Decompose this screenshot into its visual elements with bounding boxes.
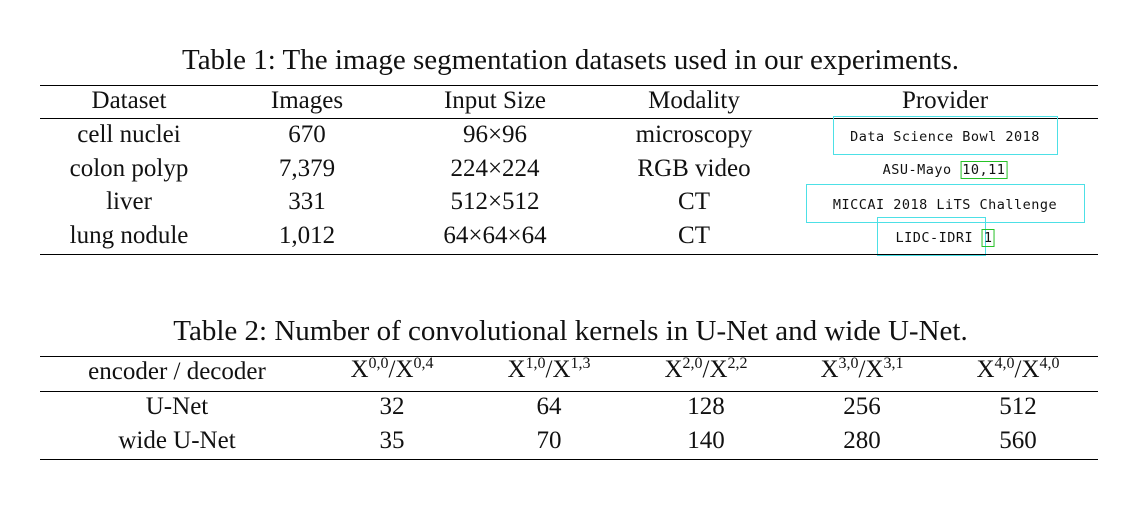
table1-cell-provider: LIDC-IDRI 1 xyxy=(895,229,995,247)
provider-link-highlight xyxy=(877,217,986,256)
table2-caption: Table 2: Number of convolutional kernels… xyxy=(173,315,968,347)
provider-link-highlight xyxy=(806,184,1085,223)
table1-cell-dataset: cell nuclei xyxy=(77,121,181,148)
table2-cell: 512 xyxy=(999,393,1037,420)
table2-cell: 128 xyxy=(687,393,725,420)
table2-cell: 560 xyxy=(999,427,1037,454)
table1-cell-modality: microscopy xyxy=(635,121,753,148)
table2-cell: 140 xyxy=(687,427,725,454)
citation-number[interactable]: 10 xyxy=(962,162,980,178)
table1-cell-images: 670 xyxy=(288,121,326,148)
table2-header-encoder-decoder: encoder / decoder xyxy=(88,358,266,385)
table1-header-rule xyxy=(40,118,1098,119)
table1-top-rule xyxy=(40,85,1098,86)
provider-link[interactable]: LIDC-IDRI xyxy=(895,230,974,246)
citation-link[interactable]: 10,11 xyxy=(960,161,1008,179)
table2-col-header: X1,0/X1,3 xyxy=(507,355,591,383)
citation-number[interactable]: 1 xyxy=(983,230,993,246)
table1-cell-dataset: colon polyp xyxy=(69,155,189,182)
table2-cell: 256 xyxy=(843,393,881,420)
table1-header-dataset: Dataset xyxy=(91,87,167,114)
provider-name: ASU-Mayo xyxy=(882,162,952,178)
table1-header-modality: Modality xyxy=(648,87,740,114)
table1-cell-modality: CT xyxy=(678,222,710,249)
table1-header-provider: Provider xyxy=(901,87,989,114)
table1-cell-input-size: 512×512 xyxy=(450,188,540,215)
table1-cell-input-size: 64×64×64 xyxy=(443,222,547,249)
citation-link[interactable]: 1 xyxy=(981,229,995,247)
table2-cell: 280 xyxy=(843,427,881,454)
table2-col-header: X3,0/X3,1 xyxy=(820,355,904,383)
table2-row-name: U-Net xyxy=(145,393,209,420)
table1-cell-images: 7,379 xyxy=(278,155,336,182)
provider-link-highlight xyxy=(833,116,1058,155)
table2-header-rule xyxy=(40,391,1098,392)
table1-cell-input-size: 224×224 xyxy=(450,155,540,182)
table2-top-rule xyxy=(40,356,1098,357)
table1-caption: Table 1: The image segmentation datasets… xyxy=(182,44,959,76)
table2-col-header: X4,0/X4,0 xyxy=(976,355,1060,383)
table2-col-header: X2,0/X2,2 xyxy=(664,355,748,383)
table2-cell: 70 xyxy=(536,427,562,454)
table2-bottom-rule xyxy=(40,459,1098,460)
table1-cell-images: 331 xyxy=(288,188,326,215)
table1-bottom-rule xyxy=(40,254,1098,255)
table1-cell-dataset: lung nodule xyxy=(69,222,189,249)
table1-cell-images: 1,012 xyxy=(278,222,336,249)
table2-cell: 35 xyxy=(379,427,405,454)
table1-header-input-size: Input Size xyxy=(443,87,547,114)
table1-header-images: Images xyxy=(270,87,344,114)
table1-cell-modality: CT xyxy=(678,188,710,215)
table1-cell-input-size: 96×96 xyxy=(462,121,528,148)
table2-row-name: wide U-Net xyxy=(118,427,236,454)
citation-number[interactable]: 11 xyxy=(988,162,1006,178)
table1-cell-provider: ASU-Mayo 10,11 xyxy=(882,161,1008,179)
table2-cell: 64 xyxy=(536,393,562,420)
table1-cell-provider-link[interactable]: MICCAI 2018 LiTS Challenge xyxy=(832,197,1058,213)
table2-col-header: X0,0/X0,4 xyxy=(350,355,434,383)
table1-cell-modality: RGB video xyxy=(637,155,751,182)
table1-cell-provider-link[interactable]: Data Science Bowl 2018 xyxy=(850,129,1040,145)
table2-cell: 32 xyxy=(379,393,405,420)
table1-cell-dataset: liver xyxy=(106,188,152,215)
